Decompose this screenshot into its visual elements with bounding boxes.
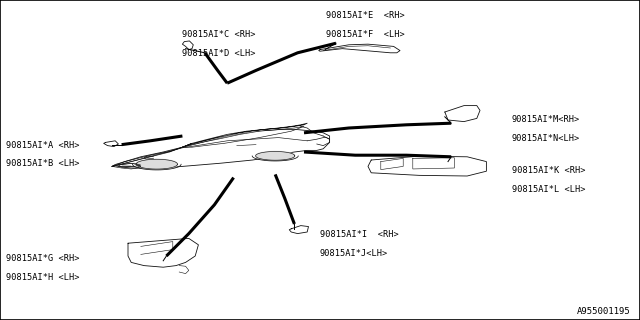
- Text: 90815AI*K <RH>: 90815AI*K <RH>: [512, 166, 586, 175]
- Polygon shape: [182, 123, 307, 147]
- Text: 90815AI*E  <RH>: 90815AI*E <RH>: [326, 11, 405, 20]
- Text: 90815AI*A <RH>: 90815AI*A <RH>: [6, 141, 80, 150]
- Polygon shape: [128, 238, 198, 267]
- Text: 90815AI*L <LH>: 90815AI*L <LH>: [512, 185, 586, 194]
- Polygon shape: [104, 141, 118, 147]
- Text: 90815AI*B <LH>: 90815AI*B <LH>: [6, 159, 80, 168]
- Polygon shape: [136, 159, 177, 169]
- Polygon shape: [368, 156, 486, 176]
- Text: 90815AI*H <LH>: 90815AI*H <LH>: [6, 273, 80, 282]
- Polygon shape: [182, 41, 193, 50]
- Polygon shape: [289, 226, 308, 234]
- Text: 90815AI*M<RH>: 90815AI*M<RH>: [512, 115, 580, 124]
- Text: 90815AI*C <RH>: 90815AI*C <RH>: [182, 30, 256, 39]
- Text: 90815AI*N<LH>: 90815AI*N<LH>: [512, 134, 580, 143]
- Polygon shape: [112, 130, 330, 168]
- Polygon shape: [255, 151, 295, 160]
- Text: 90815AI*I  <RH>: 90815AI*I <RH>: [320, 230, 399, 239]
- Text: 90815AI*D <LH>: 90815AI*D <LH>: [182, 49, 256, 58]
- Polygon shape: [319, 44, 400, 53]
- Polygon shape: [445, 106, 480, 122]
- Text: 90815AI*F  <LH>: 90815AI*F <LH>: [326, 30, 405, 39]
- Text: 90815AI*J<LH>: 90815AI*J<LH>: [320, 249, 388, 258]
- Text: A955001195: A955001195: [577, 307, 630, 316]
- Text: 90815AI*G <RH>: 90815AI*G <RH>: [6, 254, 80, 263]
